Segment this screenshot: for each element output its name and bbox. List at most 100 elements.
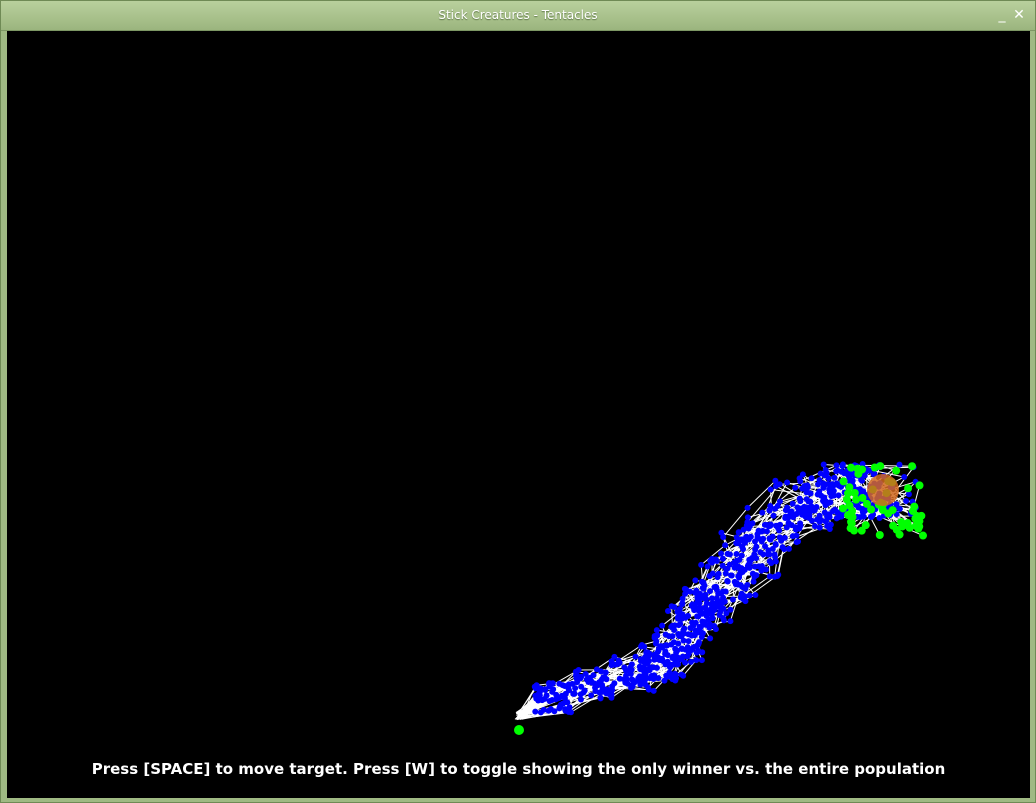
joint-node (861, 508, 868, 515)
joint-node (682, 590, 689, 597)
joint-node (792, 484, 799, 491)
joint-nodes (531, 461, 919, 716)
joint-node (711, 584, 718, 591)
joint-node (592, 684, 599, 691)
tentacle-tip (839, 477, 848, 486)
tentacle-tip (846, 524, 855, 533)
joint-node (685, 638, 692, 645)
joint-node (682, 646, 689, 653)
joint-node (692, 577, 699, 584)
joint-node (738, 590, 745, 597)
joint-node (761, 521, 768, 528)
joint-node (751, 551, 758, 558)
joint-node (681, 585, 688, 592)
joint-node (826, 514, 833, 521)
joint-node (896, 461, 903, 468)
joint-node (679, 611, 686, 618)
joint-node (603, 690, 610, 697)
joint-node (870, 471, 877, 478)
joint-node (644, 649, 651, 656)
joint-node (717, 608, 724, 615)
stick-segment (775, 485, 800, 500)
joint-node (545, 707, 552, 714)
tentacle-tips (839, 462, 927, 540)
tentacle-tip (878, 505, 887, 514)
joint-node (820, 480, 827, 487)
joint-node (767, 486, 774, 493)
title-bar[interactable]: Stick Creatures - Tentacles _ ✕ (1, 1, 1035, 31)
joint-node (621, 676, 628, 683)
joint-node (570, 690, 577, 697)
tentacle-tip (892, 525, 901, 534)
joint-node (653, 627, 660, 634)
joint-node (771, 551, 778, 558)
joint-node (781, 546, 788, 553)
joint-node (797, 520, 804, 527)
joint-node (724, 550, 731, 557)
joint-node (655, 675, 662, 682)
joint-node (808, 517, 815, 524)
joint-node (738, 536, 745, 543)
close-button[interactable]: ✕ (1013, 7, 1025, 23)
joint-node (582, 671, 589, 678)
joint-node (688, 632, 695, 639)
joint-node (823, 518, 830, 525)
tentacle-tip (892, 466, 901, 475)
joint-node (723, 610, 730, 617)
joint-node (598, 668, 605, 675)
joint-node (722, 570, 729, 577)
tentacle-tip (858, 493, 867, 502)
joint-node (774, 573, 781, 580)
joint-node (679, 601, 686, 608)
joint-node (699, 649, 706, 656)
minimize-button[interactable]: _ (998, 7, 1006, 23)
joint-node (672, 652, 679, 659)
joint-node (680, 637, 687, 644)
stick-segment (722, 507, 748, 538)
joint-node (838, 513, 845, 520)
joint-node (903, 498, 910, 505)
joint-node (728, 572, 735, 579)
joint-node (641, 643, 648, 650)
joint-node (668, 603, 675, 610)
joint-node (537, 685, 544, 692)
tentacle-tip (850, 488, 859, 497)
joint-node (826, 489, 833, 496)
joint-node (532, 708, 539, 715)
joint-node (684, 653, 691, 660)
joint-node (733, 550, 740, 557)
joint-node (769, 545, 776, 552)
joint-node (838, 483, 845, 490)
joint-node (803, 510, 810, 517)
joint-node (711, 606, 718, 613)
joint-node (731, 564, 738, 571)
tentacle-tip (919, 531, 927, 540)
joint-node (724, 578, 731, 585)
joint-node (816, 512, 823, 519)
joint-node (830, 508, 837, 515)
joint-node (664, 607, 671, 614)
tentacle-tip (897, 518, 906, 527)
joint-node (747, 533, 754, 540)
joint-node (578, 683, 585, 690)
stick-segment (704, 543, 739, 595)
joint-node (632, 653, 639, 660)
joint-node (793, 539, 800, 546)
tentacle-tip (914, 524, 923, 533)
joint-node (671, 622, 678, 629)
joint-node (735, 573, 742, 580)
tentacle-tip (903, 519, 912, 528)
joint-node (535, 690, 542, 697)
joint-node (794, 504, 801, 511)
joint-node (693, 657, 700, 664)
joint-node (835, 492, 842, 499)
joint-node (750, 578, 757, 585)
joint-node (760, 551, 767, 558)
joint-node (697, 609, 704, 616)
joint-node (671, 670, 678, 677)
joint-node (738, 565, 745, 572)
joint-node (608, 658, 615, 665)
simulation-canvas[interactable]: Press [SPACE] to move target. Press [W] … (7, 31, 1030, 798)
joint-node (833, 462, 840, 469)
tentacle-tip (848, 507, 857, 516)
